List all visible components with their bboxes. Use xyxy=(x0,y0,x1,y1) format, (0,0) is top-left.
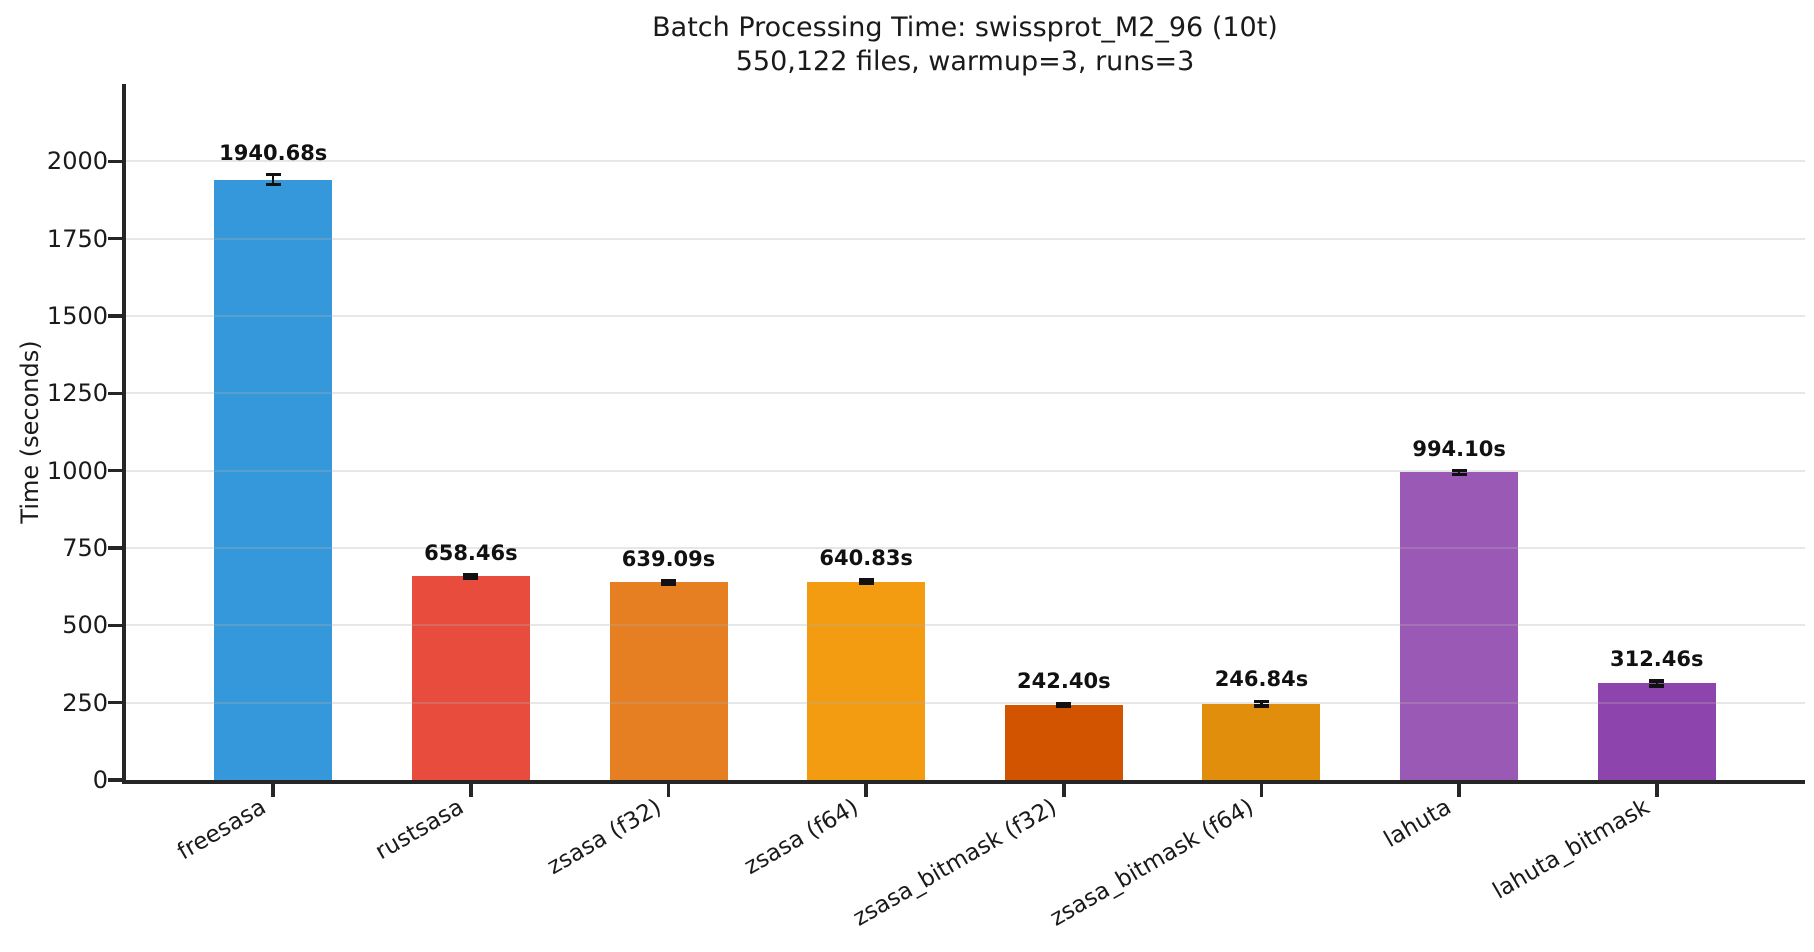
bar-value-label: 639.09s xyxy=(621,546,716,571)
x-tick-mark xyxy=(864,783,868,797)
y-axis-spine xyxy=(122,84,126,783)
gridline xyxy=(125,160,1805,163)
error-bar-cap-bottom xyxy=(858,581,874,586)
y-tick-label: 500 xyxy=(62,611,108,640)
x-tick-label: freesasa xyxy=(172,794,271,866)
error-bar xyxy=(1260,701,1263,706)
error-bar-cap-top xyxy=(1649,679,1665,683)
y-tick-mark xyxy=(108,700,122,705)
x-tick-label: zsasa_bitmask (f32) xyxy=(848,794,1061,932)
gridline xyxy=(125,701,1805,704)
error-bar-cap-bottom xyxy=(1649,684,1665,688)
bar-value-label: 246.84s xyxy=(1214,667,1309,692)
x-tick-mark xyxy=(666,783,671,797)
gridline xyxy=(125,469,1805,472)
gridline xyxy=(125,237,1805,240)
bar-value-label: 312.46s xyxy=(1609,646,1704,671)
x-tick-label: zsasa (f32) xyxy=(542,794,666,880)
x-tick-mark xyxy=(469,783,473,797)
error-bar-cap-top xyxy=(1253,699,1269,704)
bar xyxy=(1400,472,1519,780)
bar xyxy=(1202,703,1321,780)
error-bar-cap-top xyxy=(463,573,479,577)
bar xyxy=(411,576,530,780)
y-tick-label: 1250 xyxy=(46,379,108,408)
bar xyxy=(1004,705,1123,780)
y-tick-label: 750 xyxy=(62,534,108,562)
x-tick-mark xyxy=(1457,783,1461,797)
y-tick-label: 1500 xyxy=(46,302,108,330)
bar-value-label: 242.40s xyxy=(1017,669,1111,694)
y-tick-mark xyxy=(108,623,122,628)
bar xyxy=(807,581,926,780)
error-bar-cap-bottom xyxy=(1451,472,1467,477)
error-bar xyxy=(271,174,275,185)
error-bar-cap-bottom xyxy=(463,576,479,580)
y-tick-label: 1000 xyxy=(46,456,108,485)
error-bar-cap-top xyxy=(265,172,281,177)
bar xyxy=(609,582,728,780)
bar-value-label: 640.83s xyxy=(819,546,913,571)
error-bar-cap-bottom xyxy=(1056,704,1072,709)
chart-title: Batch Processing Time: swissprot_M2_96 (… xyxy=(652,12,1278,43)
x-tick-label: rustsasa xyxy=(370,794,468,866)
y-tick-mark xyxy=(108,159,122,164)
error-bar xyxy=(1457,470,1461,475)
bar-value-label: 658.46s xyxy=(424,540,518,565)
error-bar-cap-bottom xyxy=(265,182,281,187)
y-axis-label: Time (seconds) xyxy=(16,340,44,524)
error-bar-cap-top xyxy=(661,579,677,583)
x-tick-mark xyxy=(1259,783,1264,797)
error-bar-cap-bottom xyxy=(661,582,677,586)
error-bar-cap-top xyxy=(858,578,874,582)
y-tick-mark xyxy=(108,236,122,241)
bar-value-label: 994.10s xyxy=(1412,436,1506,461)
y-tick-label: 1750 xyxy=(46,224,108,253)
y-tick-mark xyxy=(108,314,122,318)
gridline xyxy=(125,392,1805,395)
gridline xyxy=(125,624,1805,627)
x-axis-spine xyxy=(122,780,1805,784)
y-tick-label: 0 xyxy=(92,766,108,794)
bar-value-label: 1940.68s xyxy=(219,140,328,165)
y-tick-mark xyxy=(108,391,122,396)
x-tick-label: lahuta xyxy=(1380,794,1457,853)
x-tick-mark xyxy=(271,783,275,797)
y-tick-mark xyxy=(108,778,122,782)
x-tick-label: zsasa_bitmask (f64) xyxy=(1046,794,1259,932)
bar xyxy=(1597,683,1716,780)
error-bar-cap-top xyxy=(1451,468,1467,473)
x-tick-mark xyxy=(1655,783,1659,797)
y-tick-label: 250 xyxy=(62,688,108,717)
y-tick-mark xyxy=(108,468,122,473)
gridline xyxy=(125,547,1805,549)
error-bar xyxy=(1655,680,1658,686)
error-bar-cap-bottom xyxy=(1253,704,1269,708)
y-tick-mark xyxy=(108,546,122,550)
bar xyxy=(214,179,333,780)
chart-subtitle: 550,122 files, warmup=3, runs=3 xyxy=(735,46,1195,77)
x-tick-label: zsasa (f64) xyxy=(740,794,864,880)
error-bar-cap-top xyxy=(1056,701,1072,706)
y-tick-label: 2000 xyxy=(46,147,108,176)
x-tick-label: lahuta_bitmask xyxy=(1488,794,1654,905)
x-tick-mark xyxy=(1062,783,1066,797)
gridline xyxy=(125,315,1805,317)
